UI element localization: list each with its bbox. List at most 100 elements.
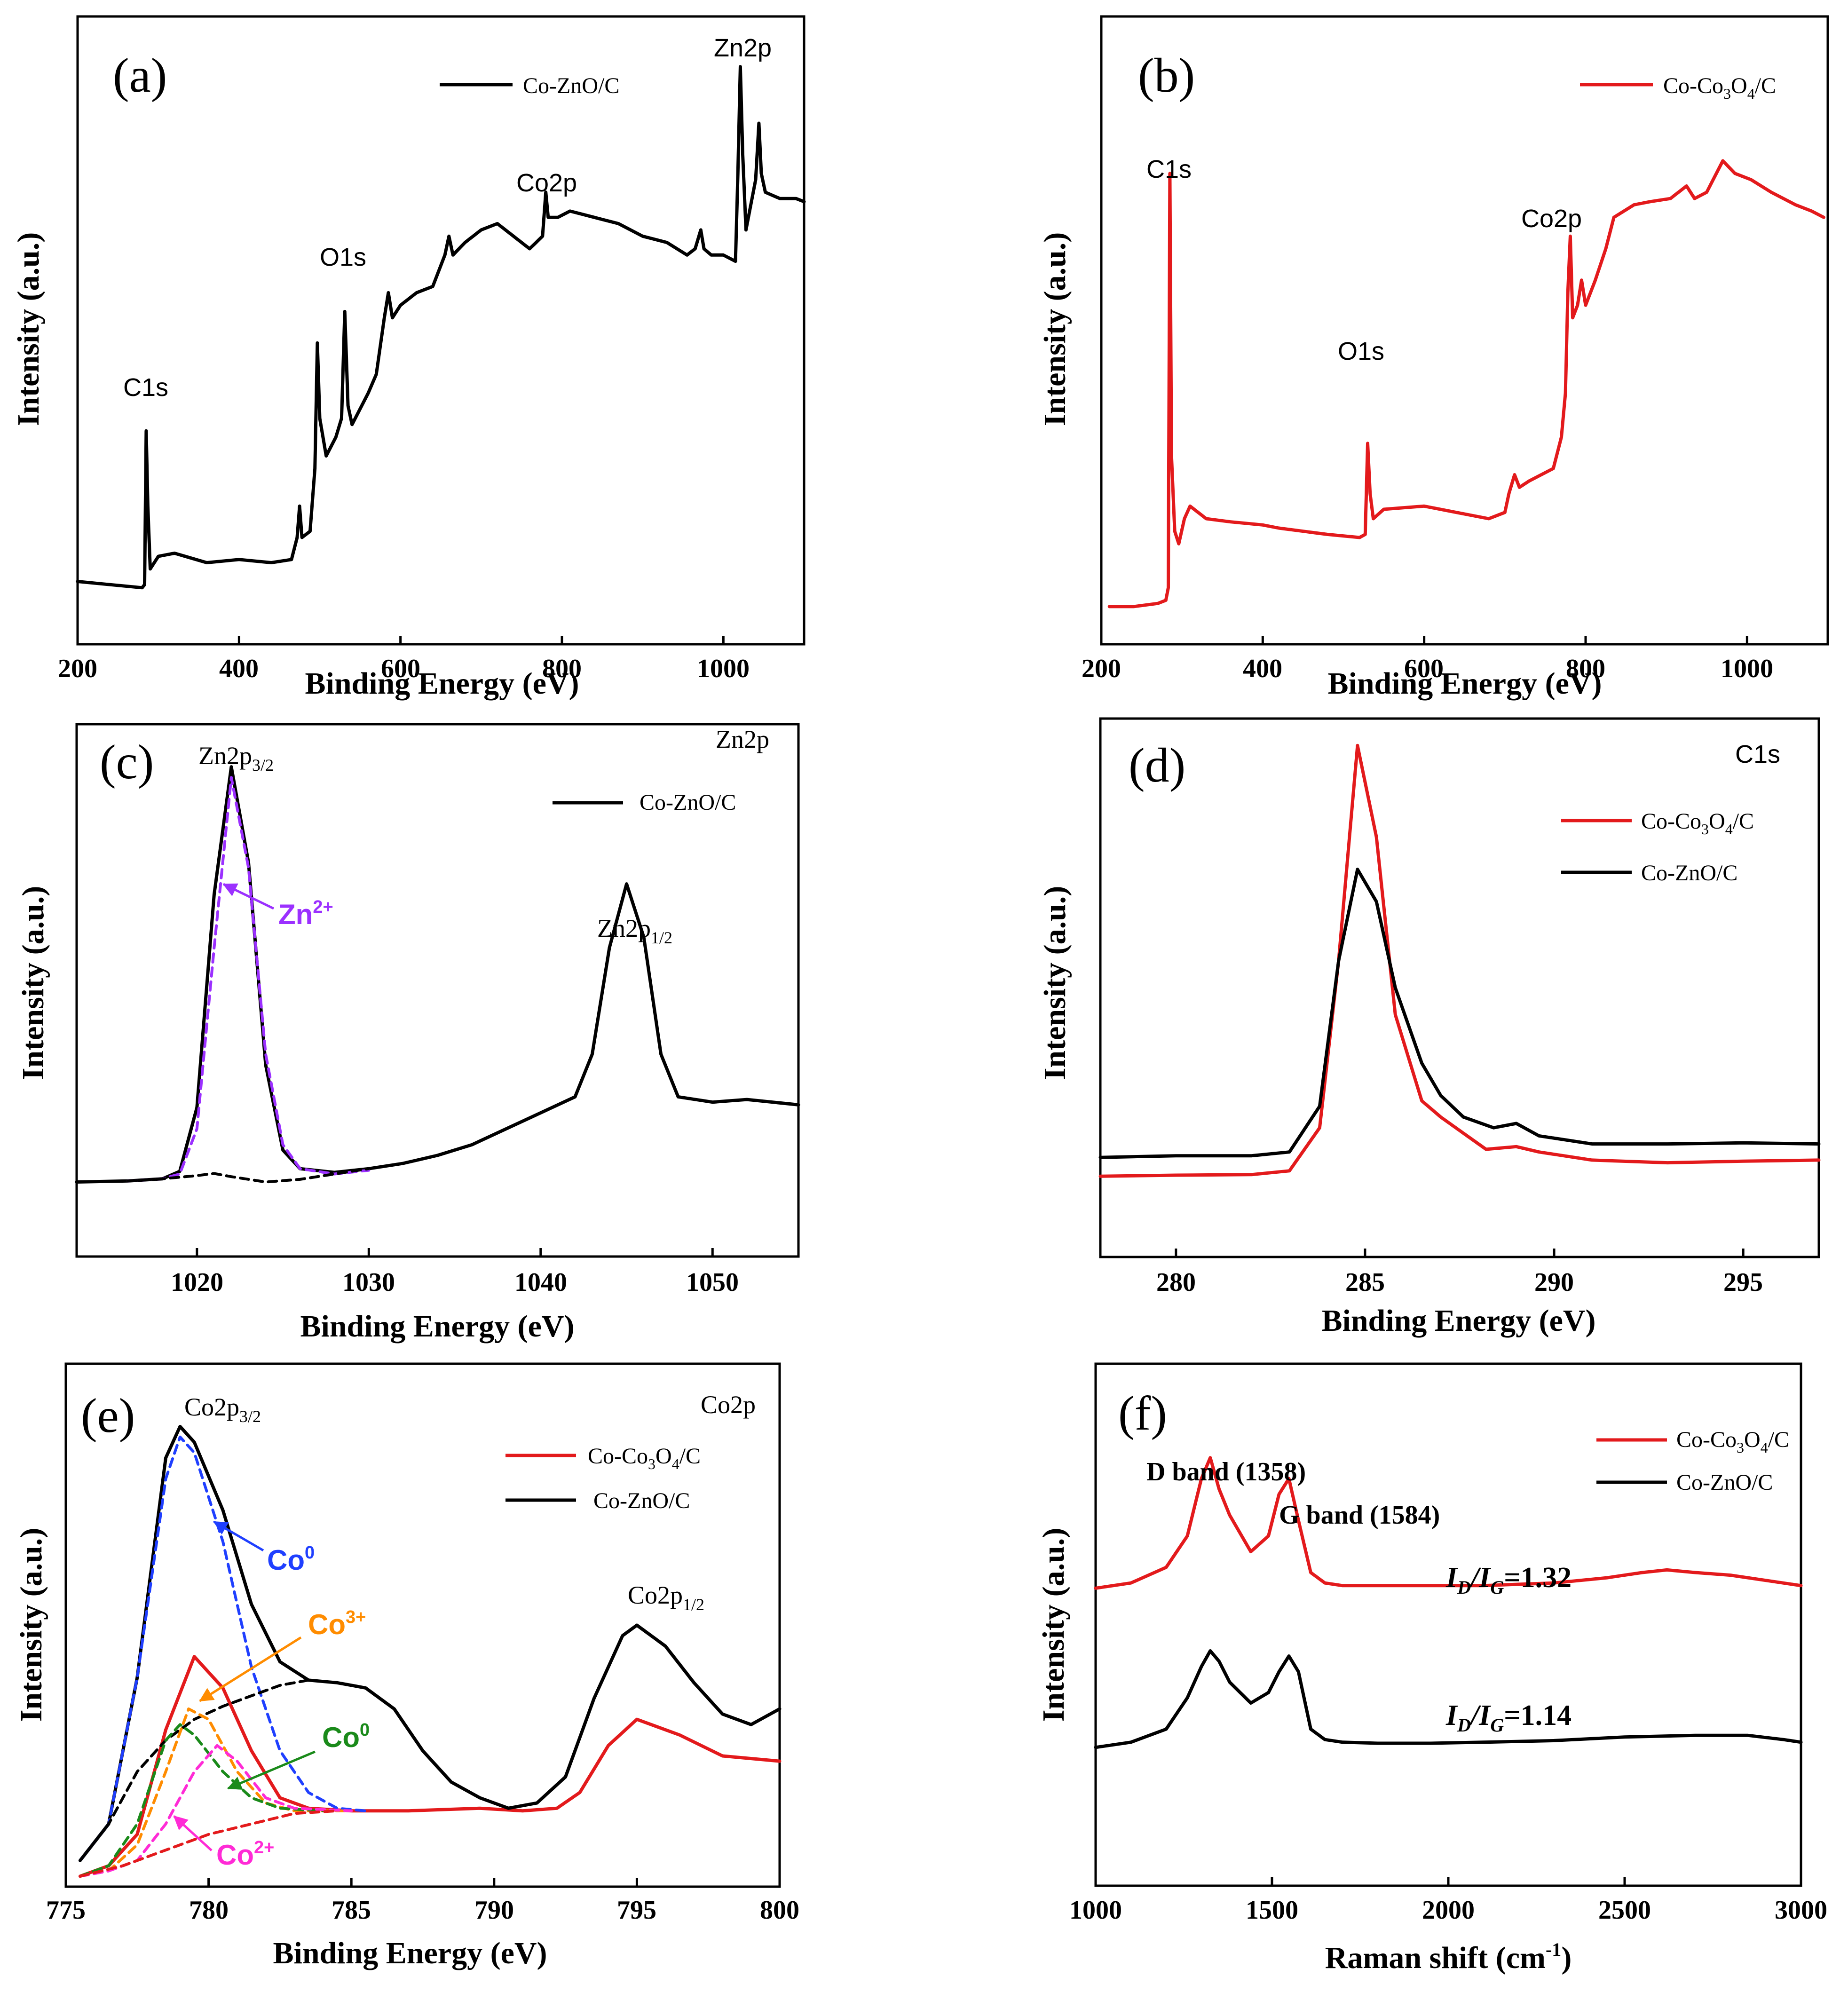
tick-labels: 200 400 600 800 1000 [1082,654,1773,683]
plot-frame [64,1362,781,1888]
corner-label: Co2p [701,1391,756,1419]
y-axis-title: Intensity (a.u.) [1036,1528,1071,1722]
x-ticks [1100,636,1748,644]
series-line-co0-fit-co-zno-c [79,1435,367,1862]
tick-label: 295 [1723,1268,1763,1297]
ratio-label-1: ID/IG=1.32 [1445,1562,1572,1598]
co0b-arrow [227,1750,316,1790]
tick-label: 1030 [342,1268,395,1297]
legend-label: Co-ZnO/C [593,1488,690,1513]
series-line-co-co3o4-c [1094,1456,1803,1590]
series-line-background-co-zno-c [79,1678,310,1862]
series-group [76,65,806,590]
panel-b: 200 400 600 800 1000 Binding Energy (eV)… [1038,15,1829,701]
tick-label: 800 [542,654,582,683]
legend-label: Co-Co3O4/C [1663,73,1776,102]
legend-label: Co-Co3O4/C [1676,1427,1789,1456]
tick-labels: 1000 1500 2000 2500 3000 [1069,1896,1827,1925]
corner-label: C1s [1735,740,1780,768]
legend-label: Co-ZnO/C [640,790,736,815]
co0b-label: Co0 [322,1720,370,1753]
series-line-co-zno-c [1098,868,1821,1159]
legend-label: Co-ZnO/C [1676,1470,1773,1495]
tick-label: 600 [381,654,420,683]
panel-tag: (e) [81,1389,135,1443]
tick-label: 600 [1404,654,1444,683]
tick-label: 795 [617,1896,656,1925]
y-axis-title: Intensity (a.u.) [1038,886,1072,1080]
co2-arrow [173,1815,213,1851]
series-line-background-co-co3o4-c [79,1809,339,1878]
tick-label: 800 [760,1896,799,1925]
tick-label: 1000 [1069,1896,1122,1925]
plot-frame [76,15,806,646]
x-ticks [1094,1877,1802,1886]
tick-labels: 775 780 785 790 795 800 [46,1896,799,1925]
tick-label: 290 [1534,1268,1574,1297]
series-line-co-co3o4-c [1107,159,1825,609]
peak-label-o1s: O1s [1338,337,1384,365]
co0-arrow [213,1520,264,1552]
tick-label: 280 [1156,1268,1196,1297]
peak-label-zn2p1: Zn2p1/2 [597,914,672,947]
series-group [1098,743,1821,1178]
x-axis-title: Raman shift (cm-1) [1325,1939,1572,1975]
x-axis-title: Binding Energy (eV) [305,666,579,701]
co3-label: Co3+ [308,1607,366,1640]
x-ticks [196,1248,714,1257]
tick-label: 1040 [514,1268,567,1297]
ratio-label-2: ID/IG=1.14 [1445,1700,1572,1736]
tick-label: 400 [219,654,259,683]
series-line-co-zno-c [78,1424,782,1862]
series-line-co0-fit-co-co3o4-c [79,1723,324,1878]
series-line-co3-fit [79,1707,353,1878]
series-line-co-zno-c [76,65,806,590]
tick-label: 1000 [1721,654,1773,683]
y-axis-title: Intensity (a.u.) [16,886,50,1080]
tick-label: 790 [474,1896,514,1925]
panel-e: 775 780 785 790 795 800 Binding Energy (… [14,1362,799,1970]
tick-label: 775 [46,1896,86,1925]
peak-label-co2p: Co2p [1521,205,1582,233]
panel-a: 200 400 600 800 1000 Binding Energy (eV)… [11,15,806,701]
series-line-background [126,1167,371,1184]
series-group [1107,159,1825,609]
plot-frame [1099,717,1820,1258]
legend-label: Co-Co3O4/C [1641,809,1754,838]
zn2-label: Zn2+ [278,897,333,930]
tick-label: 1050 [686,1268,739,1297]
peak-label-zn2p: Zn2p [714,34,772,62]
x-ticks [76,636,725,644]
x-axis-title: Binding Energy (eV) [1321,1304,1595,1338]
tick-label: 785 [332,1896,371,1925]
tick-label: 1500 [1246,1896,1298,1925]
x-ticks [64,1878,781,1887]
co3-arrow [199,1636,302,1702]
peak-label-c1s: C1s [123,373,168,402]
series-group [1094,1456,1803,1749]
x-axis-title: Binding Energy (eV) [1327,666,1602,701]
d-band-label: D band (1358) [1146,1457,1306,1486]
tick-label: 1020 [171,1268,223,1297]
panel-tag: (a) [113,48,167,103]
tick-labels: 200 400 600 800 1000 [58,654,750,683]
panel-c: 1020 1030 1040 1050 Binding Energy (eV) … [16,723,800,1344]
peak-label-c1s: C1s [1146,155,1192,183]
panel-f: 1000 1500 2000 2500 3000 Raman shift (cm… [1036,1362,1827,1975]
series-line-co-co3o4-c [78,1655,782,1878]
panel-tag: (f) [1118,1386,1167,1440]
panel-tag: (c) [100,735,154,789]
legend-label: Co-ZnO/C [523,73,619,98]
series-line-co-zno-c [1094,1649,1803,1749]
peak-label-co2p1: Co2p1/2 [628,1581,704,1614]
co2-label: Co2+ [216,1838,274,1871]
panel-tag: (d) [1129,738,1185,792]
g-band-label: G band (1584) [1279,1501,1440,1530]
plot-frame [1100,15,1829,646]
legend-label: Co-ZnO/C [1641,861,1737,885]
corner-label: Zn2p [716,725,769,753]
y-axis-title: Intensity (a.u.) [1038,232,1072,427]
y-axis-title: Intensity (a.u.) [11,232,46,427]
x-axis-title: Binding Energy (eV) [273,1936,547,1970]
